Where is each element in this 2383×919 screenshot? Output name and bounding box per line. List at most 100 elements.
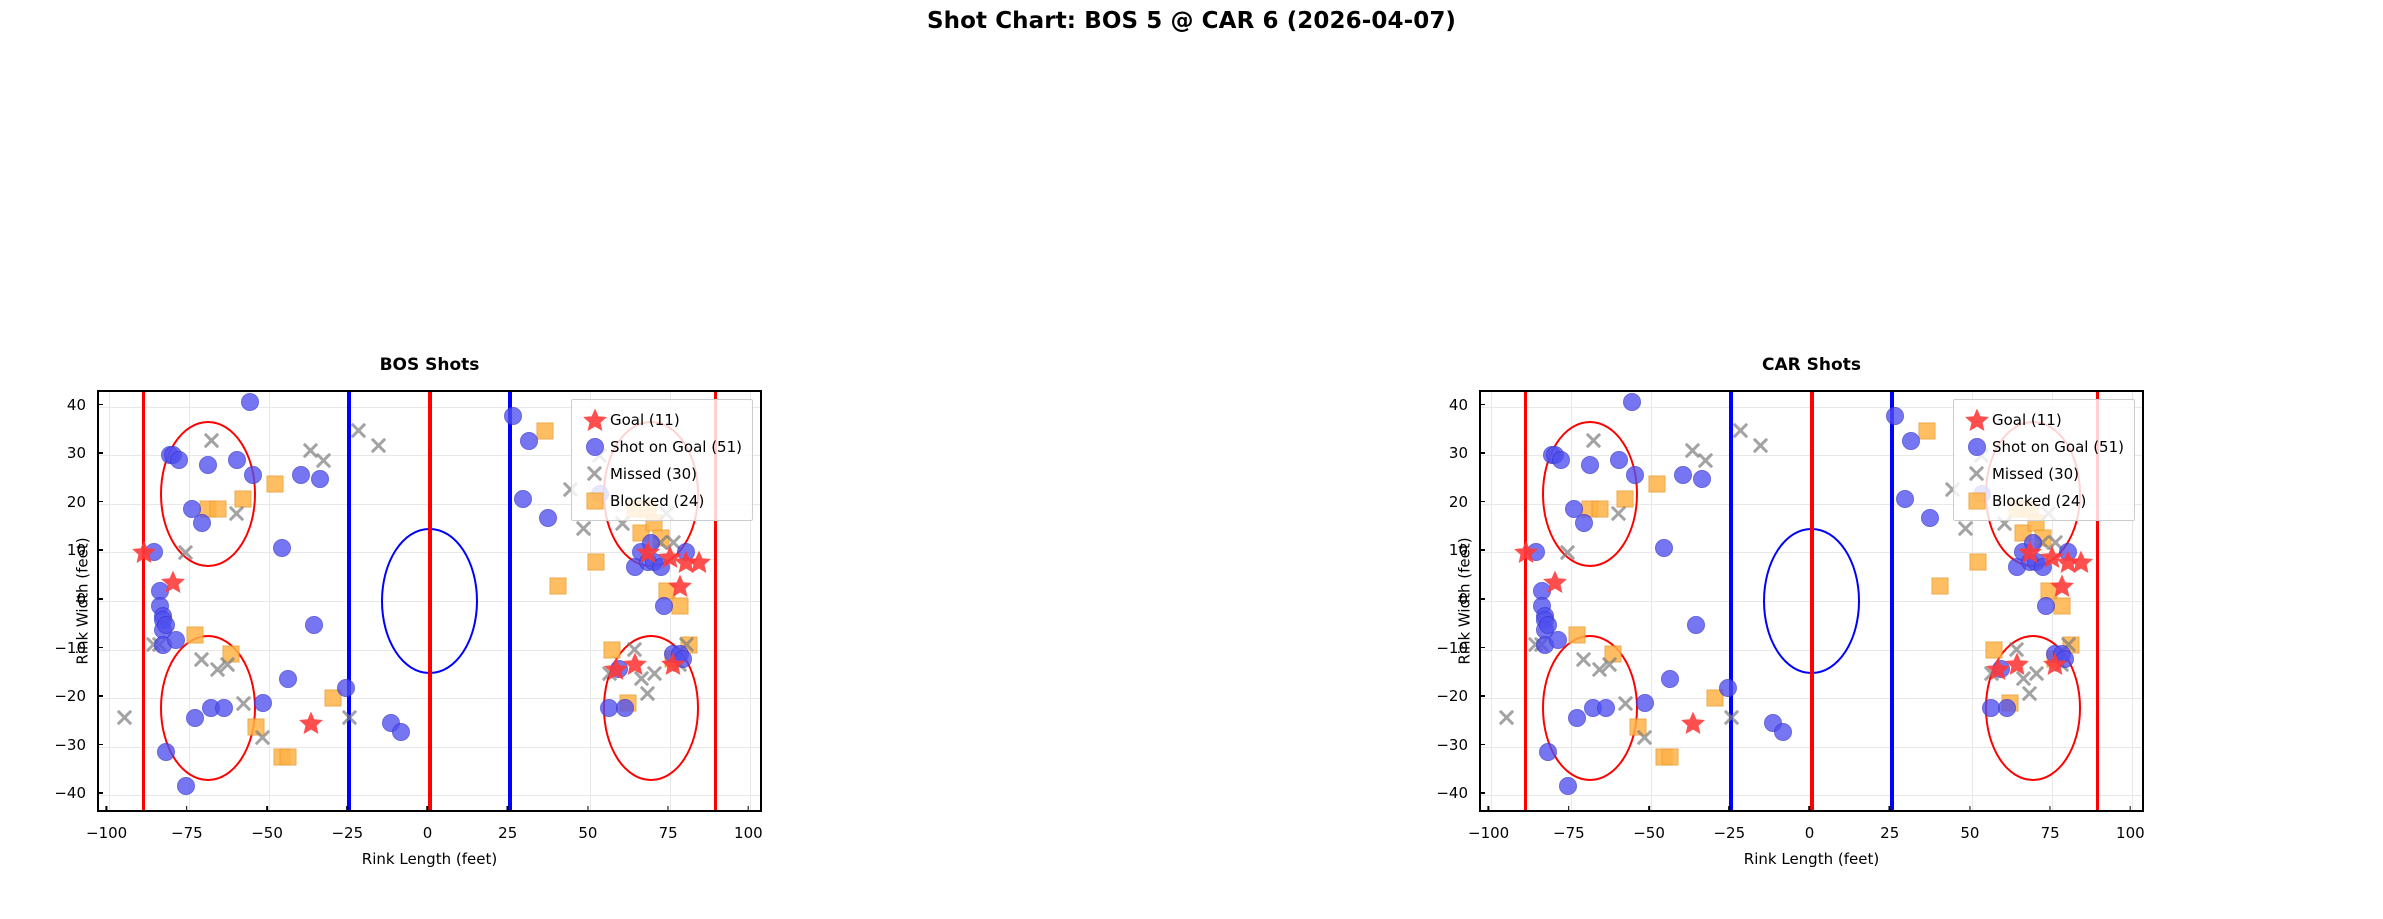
legend-item[interactable]: Blocked (24) <box>580 487 742 514</box>
y-axis-tick: −30 <box>54 736 103 754</box>
x-axis-tick: −25 <box>1713 806 1745 842</box>
marker-shot-on-goal <box>503 407 522 426</box>
marker-shot-on-goal <box>240 392 259 411</box>
marker-shot-on-goal <box>539 509 558 528</box>
marker-missed <box>228 505 245 522</box>
y-axis-tick: 40 <box>1449 396 1486 414</box>
x-icon <box>580 462 610 486</box>
marker-shot-on-goal <box>2036 596 2055 615</box>
marker-blocked <box>1591 500 1609 518</box>
marker-shot-on-goal <box>304 616 323 635</box>
marker-shot-on-goal <box>192 514 211 533</box>
marker-goal <box>667 574 692 598</box>
marker-missed <box>1617 695 1634 712</box>
star-icon <box>1962 407 1992 432</box>
x-axis-tick: 75 <box>659 806 678 842</box>
marker-missed <box>646 665 663 682</box>
y-axis-tick: −10 <box>1436 639 1485 657</box>
legend-item-label: Missed (30) <box>1991 464 2080 483</box>
marker-shot-on-goal <box>167 630 185 649</box>
x-axis-tick: −75 <box>1553 806 1585 842</box>
x-axis-tick: −25 <box>331 806 363 842</box>
x-axis-tick: 0 <box>423 806 432 842</box>
marker-goal <box>160 569 185 594</box>
marker-missed <box>177 544 194 561</box>
square-icon <box>1962 489 1992 513</box>
y-axis-tick: 30 <box>67 444 104 462</box>
marker-missed <box>575 520 592 537</box>
faceoff-circle <box>1541 421 1639 567</box>
star-icon <box>580 407 610 432</box>
x-axis-tick: 0 <box>1805 806 1814 842</box>
marker-blocked <box>536 422 554 440</box>
marker-blocked <box>549 577 567 595</box>
legend-item[interactable]: Goal (11) <box>580 406 742 433</box>
marker-missed <box>235 695 252 712</box>
marker-missed <box>2028 665 2045 682</box>
legend-item[interactable]: Missed (30) <box>1962 460 2124 487</box>
center-line <box>427 392 432 810</box>
marker-missed <box>1723 709 1740 726</box>
marker-shot-on-goal <box>253 694 272 713</box>
marker-goal <box>1985 657 2010 681</box>
marker-shot-on-goal <box>1674 465 1693 484</box>
marker-shot-on-goal <box>311 470 330 489</box>
plot-area-car: Goal (11) Shot on Goal (51) Missed (30) Blo… <box>1479 390 2144 812</box>
gridline-vertical <box>188 392 190 810</box>
faceoff-circle <box>159 421 257 567</box>
x-axis-tick: 25 <box>1880 806 1899 842</box>
gridline-vertical <box>750 392 752 810</box>
legend-item-label: Goal (11) <box>1991 410 2062 429</box>
marker-missed <box>193 651 210 668</box>
marker-goal <box>658 545 683 569</box>
y-axis-tick: 10 <box>67 541 104 559</box>
marker-goal <box>2004 652 2029 676</box>
y-axis-tick: −20 <box>54 687 103 705</box>
marker-shot-on-goal <box>391 723 410 742</box>
marker-missed <box>1636 729 1653 746</box>
y-axis-tick: −40 <box>54 784 103 802</box>
goal-line <box>142 392 146 810</box>
marker-goal <box>687 550 711 574</box>
legend-item[interactable]: Goal (11) <box>1962 406 2124 433</box>
marker-missed <box>1559 544 1576 561</box>
marker-shot-on-goal <box>176 776 195 795</box>
x-axis-tick: −50 <box>251 806 283 842</box>
legend-item[interactable]: Shot on Goal (51) <box>580 433 742 460</box>
marker-shot-on-goal <box>1661 669 1680 688</box>
legend-item-label: Blocked (24) <box>1991 491 2087 510</box>
y-axis-tick: −30 <box>1436 736 1485 754</box>
marker-shot-on-goal <box>1574 514 1593 533</box>
circle-icon <box>1962 435 1992 459</box>
marker-shot-on-goal <box>1693 470 1712 489</box>
marker-shot-on-goal <box>1568 708 1587 727</box>
gridline-vertical <box>1971 392 1973 810</box>
marker-missed <box>1601 656 1618 673</box>
marker-blocked <box>671 597 689 615</box>
x-axis-tick: 100 <box>2116 806 2145 842</box>
legend-item[interactable]: Missed (30) <box>580 460 742 487</box>
x-axis-tick: −100 <box>86 806 127 842</box>
marker-missed <box>639 685 656 702</box>
marker-blocked <box>2053 597 2071 615</box>
marker-shot-on-goal <box>1552 451 1571 470</box>
marker-missed <box>1752 437 1769 454</box>
marker-shot-on-goal <box>272 538 291 557</box>
panel-title-car: CAR Shots <box>1762 355 1861 375</box>
legend-item[interactable]: Shot on Goal (51) <box>1962 433 2124 460</box>
legend-item[interactable]: Blocked (24) <box>1962 487 2124 514</box>
marker-missed <box>586 465 603 482</box>
marker-shot-on-goal <box>585 437 604 456</box>
marker-missed <box>370 437 387 454</box>
circle-icon <box>580 435 610 459</box>
marker-missed <box>2021 685 2038 702</box>
gridline-vertical <box>1651 392 1653 810</box>
marker-shot-on-goal <box>1549 630 1567 649</box>
marker-shot-on-goal <box>1967 437 1986 456</box>
marker-shot-on-goal <box>157 616 176 635</box>
marker-shot-on-goal <box>199 455 218 474</box>
marker-missed <box>1968 465 1985 482</box>
x-axis-tick: −50 <box>1633 806 1665 842</box>
marker-blocked <box>1969 553 1987 571</box>
y-axis-tick: 0 <box>1458 590 1485 608</box>
